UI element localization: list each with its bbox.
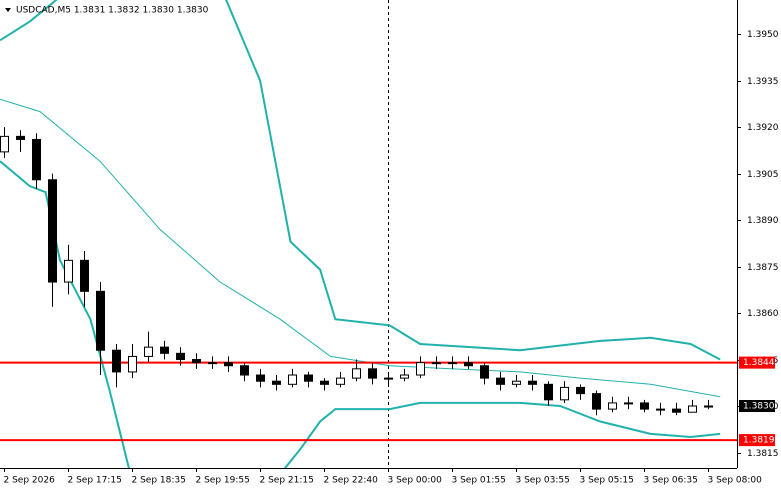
candle-body — [64, 259, 73, 283]
candle-body — [640, 402, 649, 410]
candle-body — [240, 365, 249, 376]
x-tick-label: 3 Sep 00:00 — [388, 476, 443, 486]
chart-title: USDCAD,M5 1.3831 1.3832 1.3830 1.3830 — [16, 6, 209, 16]
candle-body — [256, 374, 265, 382]
x-tick-label: 2 Sep 18:35 — [132, 476, 186, 486]
y-tick-label: 1.3890 — [747, 216, 779, 226]
candle-body — [656, 408, 665, 411]
candle-body — [688, 405, 697, 413]
candle-body — [704, 405, 713, 408]
y-tick-label: 1.3860 — [747, 309, 779, 319]
candle-body — [16, 135, 25, 140]
x-tick-label: 2 Sep 21:15 — [260, 476, 314, 486]
candle-body — [208, 362, 217, 365]
candle-body — [336, 377, 345, 385]
candle-body — [576, 386, 585, 395]
x-tick-label: 3 Sep 08:00 — [708, 476, 763, 486]
bollinger-band — [0, 98, 721, 398]
x-tick-label: 3 Sep 06:35 — [644, 476, 698, 486]
bollinger-band — [0, 160, 721, 468]
plot-area — [0, 0, 737, 468]
candle-body — [96, 290, 105, 351]
candle-body — [448, 362, 457, 365]
level-label-bg — [739, 434, 775, 447]
x-tick-label: 3 Sep 03:55 — [516, 476, 570, 486]
candle-body — [384, 377, 393, 380]
candle-body — [544, 383, 553, 401]
level-label: 1.3819 — [743, 436, 775, 446]
level-label-bg — [739, 356, 775, 369]
candle-body — [560, 386, 569, 401]
level-label: 1.3844 — [743, 358, 775, 368]
candle-body — [112, 349, 121, 373]
candle-body — [192, 359, 201, 364]
x-tick-label: 2 Sep 22:40 — [324, 476, 379, 486]
y-tick-label: 1.3815 — [747, 449, 779, 459]
candle-body — [288, 374, 297, 385]
bollinger-band — [0, 0, 721, 361]
x-tick-label: 3 Sep 01:55 — [452, 476, 506, 486]
y-tick-label: 1.3935 — [747, 77, 779, 87]
candle-body — [320, 380, 329, 385]
candle-body — [624, 402, 633, 405]
candle-body — [608, 402, 617, 410]
candle-body — [144, 346, 153, 357]
candle-body — [48, 179, 57, 283]
candle-body — [480, 365, 489, 379]
candle-body — [176, 352, 185, 361]
candle-body — [352, 368, 361, 379]
candle-body — [304, 374, 313, 382]
candle-body — [272, 380, 281, 385]
candle-body — [32, 138, 41, 181]
y-tick-label: 1.3905 — [747, 170, 779, 180]
menu-icon — [5, 8, 11, 12]
candle-body — [432, 362, 441, 365]
candle-body — [512, 380, 521, 385]
last-price-bg — [739, 400, 775, 413]
y-tick-label: 1.3920 — [747, 123, 779, 133]
y-tick-label: 1.3875 — [747, 263, 779, 273]
x-tick-label: 2 Sep 2026 — [4, 476, 56, 486]
candle-body — [416, 362, 425, 376]
candle-body — [80, 259, 89, 292]
candle-body — [0, 135, 9, 153]
x-tick-label: 2 Sep 19:55 — [196, 476, 250, 486]
x-tick-label: 2 Sep 17:15 — [68, 476, 122, 486]
candle-body — [464, 362, 473, 367]
candle-body — [160, 346, 169, 354]
x-tick-label: 3 Sep 05:15 — [580, 476, 634, 486]
last-price-label: 1.3830 — [743, 402, 775, 412]
candle-body — [224, 362, 233, 367]
candle-body — [592, 393, 601, 410]
candle-body — [496, 377, 505, 385]
candle-body — [128, 355, 137, 373]
candle-body — [400, 374, 409, 379]
candle-body — [528, 380, 537, 385]
y-tick-label: 1.3950 — [747, 30, 779, 40]
candle-body — [368, 368, 377, 379]
candle-body — [672, 408, 681, 413]
